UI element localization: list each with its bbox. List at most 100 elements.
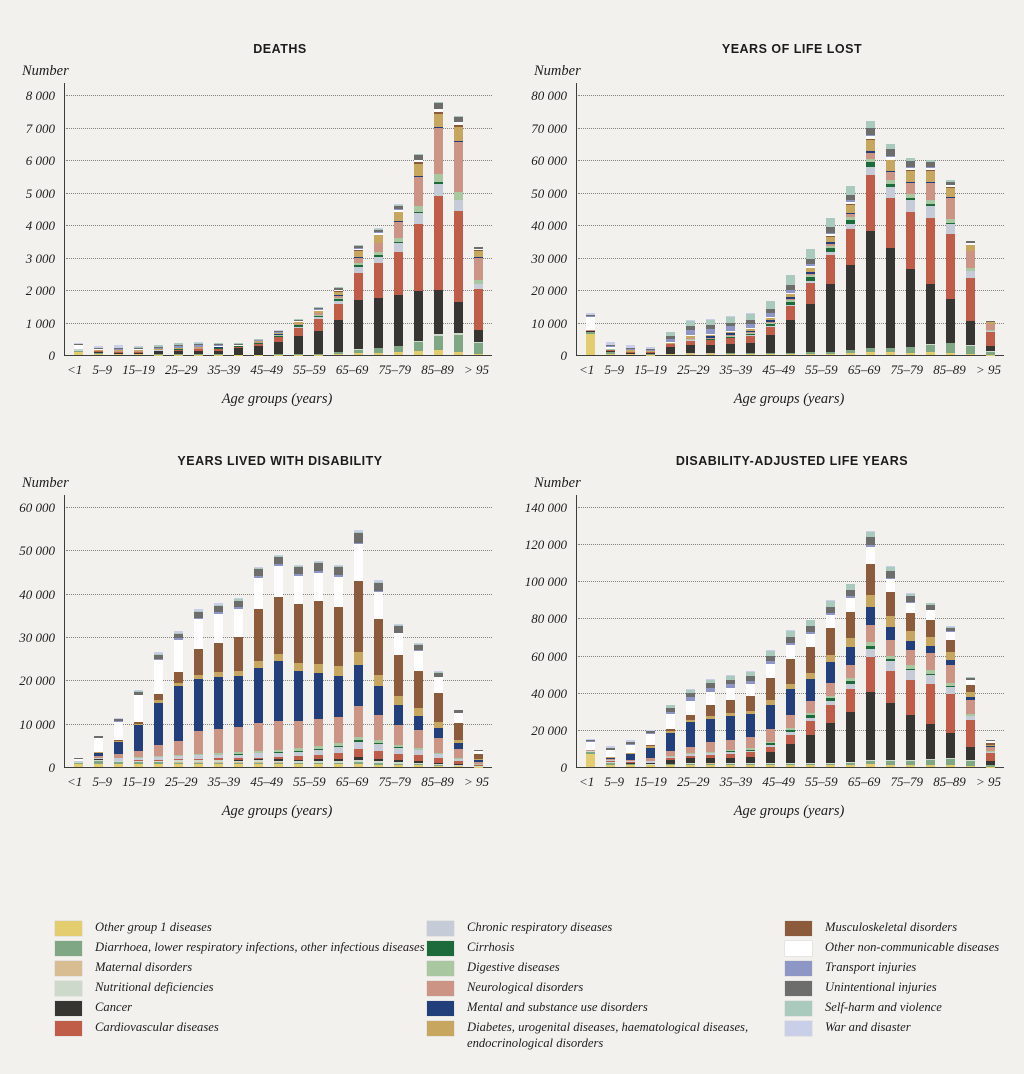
- bar-segment: [886, 764, 896, 767]
- bar-segment: [454, 713, 464, 724]
- bar-slot: [128, 345, 148, 355]
- bar-segment: [273, 335, 283, 337]
- bar-segment: [926, 344, 936, 353]
- y-tick-label: 30 000: [531, 250, 567, 266]
- bar-segment: [906, 650, 916, 666]
- bar-segment: [926, 604, 936, 610]
- bar-segment: [354, 664, 364, 707]
- bar-slot: [369, 579, 389, 767]
- x-tick-label: [411, 774, 421, 790]
- bar-segment: [725, 326, 735, 331]
- bar-segment: [765, 323, 775, 324]
- bar-segment: [866, 352, 876, 355]
- bar-slot: [921, 160, 941, 355]
- chart-title: DEATHS: [253, 42, 307, 56]
- bar-segment: [745, 333, 755, 335]
- bar-segment: [334, 319, 344, 353]
- bar-segment: [846, 214, 856, 218]
- bar-segment: [374, 579, 384, 583]
- y-axis-tick-labels: 0 20 000 40 000 60 000 80 000 100 000 120 000 1…: [518, 500, 576, 775]
- bar-segment: [866, 656, 876, 692]
- bar-segment: [414, 224, 424, 291]
- x-tick-label: 85–89: [421, 362, 454, 377]
- bar-segment: [414, 765, 424, 767]
- bar-segment: [705, 354, 715, 355]
- bar-segment: [605, 351, 615, 353]
- x-tick-label: [838, 362, 848, 378]
- bar-segment: [253, 340, 263, 342]
- bar-segment: [846, 712, 856, 762]
- bar-segment: [113, 349, 123, 351]
- x-tick-label: 85–89: [933, 774, 966, 789]
- stacked-bar: [474, 246, 484, 355]
- bar-segment: [785, 763, 795, 764]
- bar-segment: [454, 759, 464, 762]
- bar-segment: [273, 556, 283, 565]
- bar-segment: [906, 181, 916, 183]
- bar-segment: [414, 160, 424, 163]
- bar-segment: [806, 282, 816, 305]
- stacked-bar: [354, 244, 364, 355]
- bar-segment: [665, 342, 675, 345]
- bar-segment: [785, 630, 795, 638]
- bar-segment: [705, 755, 715, 759]
- x-tick-label: [594, 362, 604, 378]
- bar-segment: [765, 661, 775, 665]
- bar-segment: [785, 645, 795, 660]
- stacked-bar: [354, 529, 364, 767]
- bar-segment: [826, 252, 836, 256]
- legend-item: Other group 1 diseases: [55, 920, 427, 936]
- bar-segment: [886, 159, 896, 161]
- bar-segment: [745, 680, 755, 684]
- bar-slot: [660, 704, 680, 767]
- x-tick-label: [112, 362, 122, 378]
- bar-segment: [866, 537, 876, 546]
- bar-slot: [469, 749, 489, 767]
- bar-segment: [966, 677, 976, 681]
- bar-segment: [605, 764, 615, 767]
- bar-segment: [785, 730, 795, 733]
- bar-segment: [294, 325, 304, 327]
- bar-segment: [334, 301, 344, 305]
- bar-segment: [745, 710, 755, 715]
- bar-segment: [294, 336, 304, 355]
- bar-segment: [273, 341, 283, 355]
- bar-slot: [580, 739, 600, 767]
- bar-segment: [785, 319, 795, 353]
- x-tick-label: 55–59: [805, 774, 838, 789]
- bar-segment: [294, 319, 304, 321]
- bar-segment: [625, 764, 635, 766]
- bar-segment: [213, 753, 223, 755]
- bar-segment: [806, 632, 816, 635]
- bar-segment: [645, 746, 655, 748]
- bar-segment: [886, 179, 896, 184]
- bar-slot: [208, 342, 228, 355]
- y-tick-label: 20 000: [19, 673, 55, 689]
- bar-segment: [826, 613, 836, 615]
- x-tick-label: 75–79: [890, 362, 924, 377]
- bar-segment: [585, 751, 595, 753]
- bar-segment: [886, 347, 896, 353]
- x-tick-label: [795, 774, 805, 790]
- bar-segment: [986, 351, 996, 355]
- bar-segment: [806, 277, 816, 281]
- bar-segment: [846, 664, 856, 679]
- x-tick-label: [82, 362, 92, 378]
- bar-segment: [133, 694, 143, 696]
- bar-segment: [273, 596, 283, 654]
- bar-segment: [133, 763, 143, 767]
- bar-segment: [213, 605, 223, 607]
- bar-segment: [806, 280, 816, 283]
- bar-segment: [886, 149, 896, 156]
- bar-segment: [233, 609, 243, 638]
- bar-segment: [153, 653, 163, 655]
- bar-segment: [434, 754, 444, 758]
- bar-segment: [705, 352, 715, 354]
- stacked-bar: [253, 566, 263, 767]
- y-tick-label: 0: [560, 760, 568, 775]
- bar-segment: [253, 338, 263, 340]
- bar-segment: [946, 233, 956, 299]
- y-tick-label: 3 000: [25, 250, 55, 266]
- bar-slot: [861, 120, 881, 355]
- bar-segment: [866, 230, 876, 348]
